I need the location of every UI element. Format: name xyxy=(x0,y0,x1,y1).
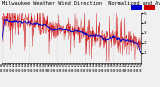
Text: Milwaukee Weather Wind Direction  Normalized and Average  (24 Hours) (Old): Milwaukee Weather Wind Direction Normali… xyxy=(2,1,160,6)
